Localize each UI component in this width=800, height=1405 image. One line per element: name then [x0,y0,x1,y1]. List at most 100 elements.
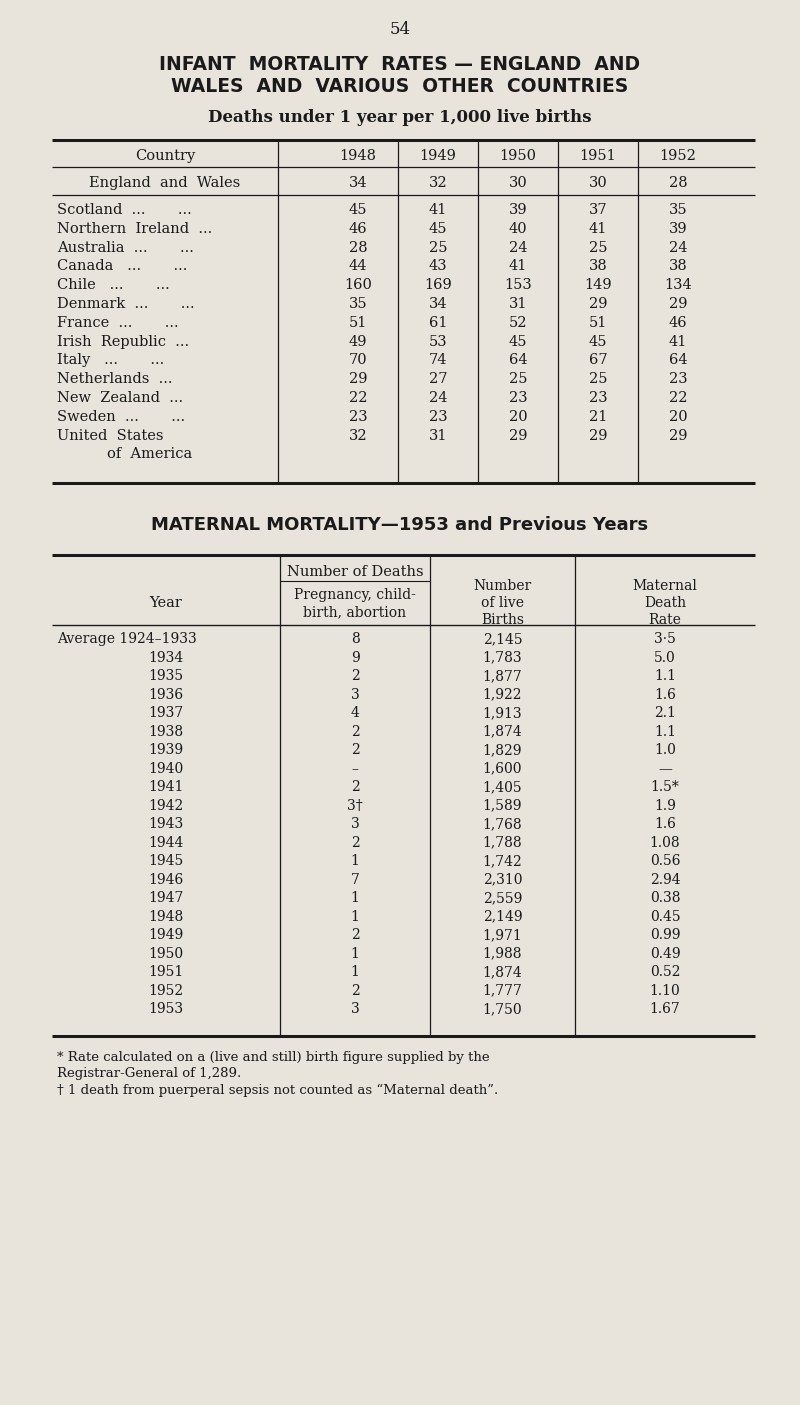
Text: 1.5*: 1.5* [650,780,679,794]
Text: 1949: 1949 [419,149,457,163]
Text: 1950: 1950 [499,149,537,163]
Text: 29: 29 [669,296,687,311]
Text: 25: 25 [509,372,527,386]
Text: 38: 38 [589,260,607,274]
Text: 28: 28 [349,240,367,254]
Text: 3†: 3† [347,798,363,812]
Text: 41: 41 [589,222,607,236]
Text: 34: 34 [429,296,447,311]
Text: 64: 64 [669,354,687,367]
Text: 1936: 1936 [149,687,183,701]
Text: 51: 51 [349,316,367,330]
Text: 22: 22 [349,391,367,405]
Text: Maternal
Death
Rate: Maternal Death Rate [633,579,698,628]
Text: 1948: 1948 [339,149,377,163]
Text: 1.08: 1.08 [650,836,680,850]
Text: 3: 3 [350,1002,359,1016]
Text: 1.0: 1.0 [654,743,676,757]
Text: France  ...       ...: France ... ... [57,316,178,330]
Text: United  States: United States [57,429,163,443]
Text: 1952: 1952 [659,149,697,163]
Text: 1,783: 1,783 [482,651,522,665]
Text: 45: 45 [509,334,527,348]
Text: 149: 149 [584,278,612,292]
Text: 23: 23 [349,410,367,424]
Text: 1: 1 [350,965,359,979]
Text: 3: 3 [350,687,359,701]
Text: 70: 70 [349,354,367,367]
Text: 24: 24 [509,240,527,254]
Text: 153: 153 [504,278,532,292]
Text: 0.49: 0.49 [650,947,680,961]
Text: 1939: 1939 [149,743,183,757]
Text: 1,405: 1,405 [482,780,522,794]
Text: 29: 29 [349,372,367,386]
Text: 25: 25 [589,240,607,254]
Text: 1934: 1934 [148,651,184,665]
Text: 169: 169 [424,278,452,292]
Text: 34: 34 [349,176,367,190]
Text: 39: 39 [509,202,527,216]
Text: 1.67: 1.67 [650,1002,680,1016]
Text: 32: 32 [429,176,447,190]
Text: 44: 44 [349,260,367,274]
Text: Registrar-General of 1,289.: Registrar-General of 1,289. [57,1068,242,1080]
Text: INFANT  MORTALITY  RATES — ENGLAND  AND: INFANT MORTALITY RATES — ENGLAND AND [159,56,641,74]
Text: 2,149: 2,149 [482,909,522,923]
Text: 1945: 1945 [148,854,184,868]
Text: 1.10: 1.10 [650,983,680,998]
Text: 0.56: 0.56 [650,854,680,868]
Text: 74: 74 [429,354,447,367]
Text: of  America: of America [107,447,192,461]
Text: 1: 1 [350,854,359,868]
Text: 1,768: 1,768 [482,818,522,832]
Text: 1941: 1941 [148,780,184,794]
Text: 1,788: 1,788 [482,836,522,850]
Text: 29: 29 [589,296,607,311]
Text: 1953: 1953 [149,1002,183,1016]
Text: WALES  AND  VARIOUS  OTHER  COUNTRIES: WALES AND VARIOUS OTHER COUNTRIES [171,77,629,97]
Text: 1,750: 1,750 [482,1002,522,1016]
Text: 2,310: 2,310 [482,873,522,887]
Text: 7: 7 [350,873,359,887]
Text: 29: 29 [669,429,687,443]
Text: 1: 1 [350,909,359,923]
Text: 1942: 1942 [148,798,184,812]
Text: 46: 46 [349,222,367,236]
Text: 1,742: 1,742 [482,854,522,868]
Text: 61: 61 [429,316,447,330]
Text: 2: 2 [350,929,359,943]
Text: 134: 134 [664,278,692,292]
Text: 2: 2 [350,780,359,794]
Text: 1,874: 1,874 [482,725,522,739]
Text: 2.1: 2.1 [654,707,676,721]
Text: 23: 23 [509,391,527,405]
Text: 27: 27 [429,372,447,386]
Text: 24: 24 [429,391,447,405]
Text: 20: 20 [509,410,527,424]
Text: –: – [351,762,358,776]
Text: Italy   ...       ...: Italy ... ... [57,354,164,367]
Text: Year: Year [150,596,182,610]
Text: 31: 31 [429,429,447,443]
Text: Northern  Ireland  ...: Northern Ireland ... [57,222,212,236]
Text: 41: 41 [429,202,447,216]
Text: New  Zealand  ...: New Zealand ... [57,391,183,405]
Text: 0.45: 0.45 [650,909,680,923]
Text: 1951: 1951 [148,965,184,979]
Text: 1937: 1937 [148,707,184,721]
Text: 52: 52 [509,316,527,330]
Text: MATERNAL MORTALITY—1953 and Previous Years: MATERNAL MORTALITY—1953 and Previous Yea… [151,516,649,534]
Text: 53: 53 [429,334,447,348]
Text: 0.38: 0.38 [650,891,680,905]
Text: 1947: 1947 [148,891,184,905]
Text: † 1 death from puerperal sepsis not counted as “Maternal death”.: † 1 death from puerperal sepsis not coun… [57,1085,498,1097]
Text: 8: 8 [350,632,359,646]
Text: 1,913: 1,913 [482,707,522,721]
Text: 40: 40 [509,222,527,236]
Text: 25: 25 [589,372,607,386]
Text: 38: 38 [669,260,687,274]
Text: Canada   ...       ...: Canada ... ... [57,260,187,274]
Text: 20: 20 [669,410,687,424]
Text: 1948: 1948 [148,909,184,923]
